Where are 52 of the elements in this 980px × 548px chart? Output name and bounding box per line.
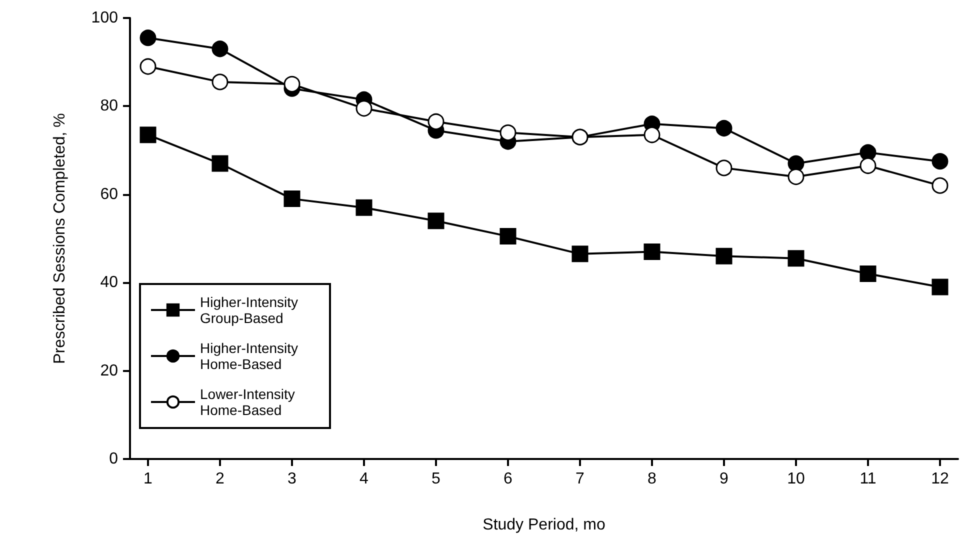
point (788, 250, 804, 267)
point (500, 228, 516, 245)
point (788, 168, 804, 186)
point (500, 124, 516, 141)
x-tick-label: 7 (576, 470, 585, 488)
point (212, 40, 228, 58)
x-tick-label: 6 (504, 470, 513, 488)
point (140, 58, 156, 75)
y-tick-label: 60 (100, 186, 118, 203)
legend-label: Higher-Intensity Group-Based (200, 294, 302, 326)
x-tick-label: 8 (648, 470, 657, 488)
x-tick-label: 10 (787, 470, 805, 488)
y-axis-title: Prescribed Sessions Completed, % (52, 113, 68, 364)
point (716, 160, 732, 176)
y-tick-label: 0 (109, 450, 118, 468)
point (932, 177, 948, 194)
x-tick-label: 1 (144, 470, 153, 488)
x-tick-label: 2 (216, 470, 225, 488)
point (284, 190, 300, 208)
x-tick-label: 12 (931, 470, 949, 488)
point (932, 153, 948, 170)
point (356, 100, 372, 117)
point (860, 157, 876, 174)
point (932, 278, 948, 296)
point (428, 113, 444, 130)
point (644, 126, 660, 144)
point (572, 246, 588, 262)
point (212, 74, 228, 90)
point (860, 144, 876, 161)
x-tick-label: 11 (860, 470, 876, 488)
y-tick-label: 80 (100, 98, 118, 115)
point (140, 30, 156, 46)
x-tick-label: 5 (432, 470, 441, 488)
legend-label: Lower-Intensity Home-Based (200, 386, 299, 418)
point (212, 155, 228, 172)
point (140, 126, 156, 144)
y-tick-label: 100 (91, 10, 118, 26)
x-axis-title: Study Period, mo (482, 516, 606, 534)
point (284, 76, 300, 92)
point (788, 155, 804, 172)
x-tick-label: 9 (720, 470, 729, 488)
x-tick-label: 4 (360, 470, 369, 488)
y-tick-label: 20 (100, 362, 118, 380)
point (860, 266, 876, 282)
x-tick-label: 3 (288, 470, 297, 488)
point (716, 120, 732, 136)
point (716, 248, 732, 264)
point (428, 212, 444, 230)
point (356, 199, 372, 216)
point (644, 243, 660, 260)
legend-label: Higher-Intensity Home-Based (200, 340, 302, 372)
y-tick-label: 40 (100, 274, 118, 292)
